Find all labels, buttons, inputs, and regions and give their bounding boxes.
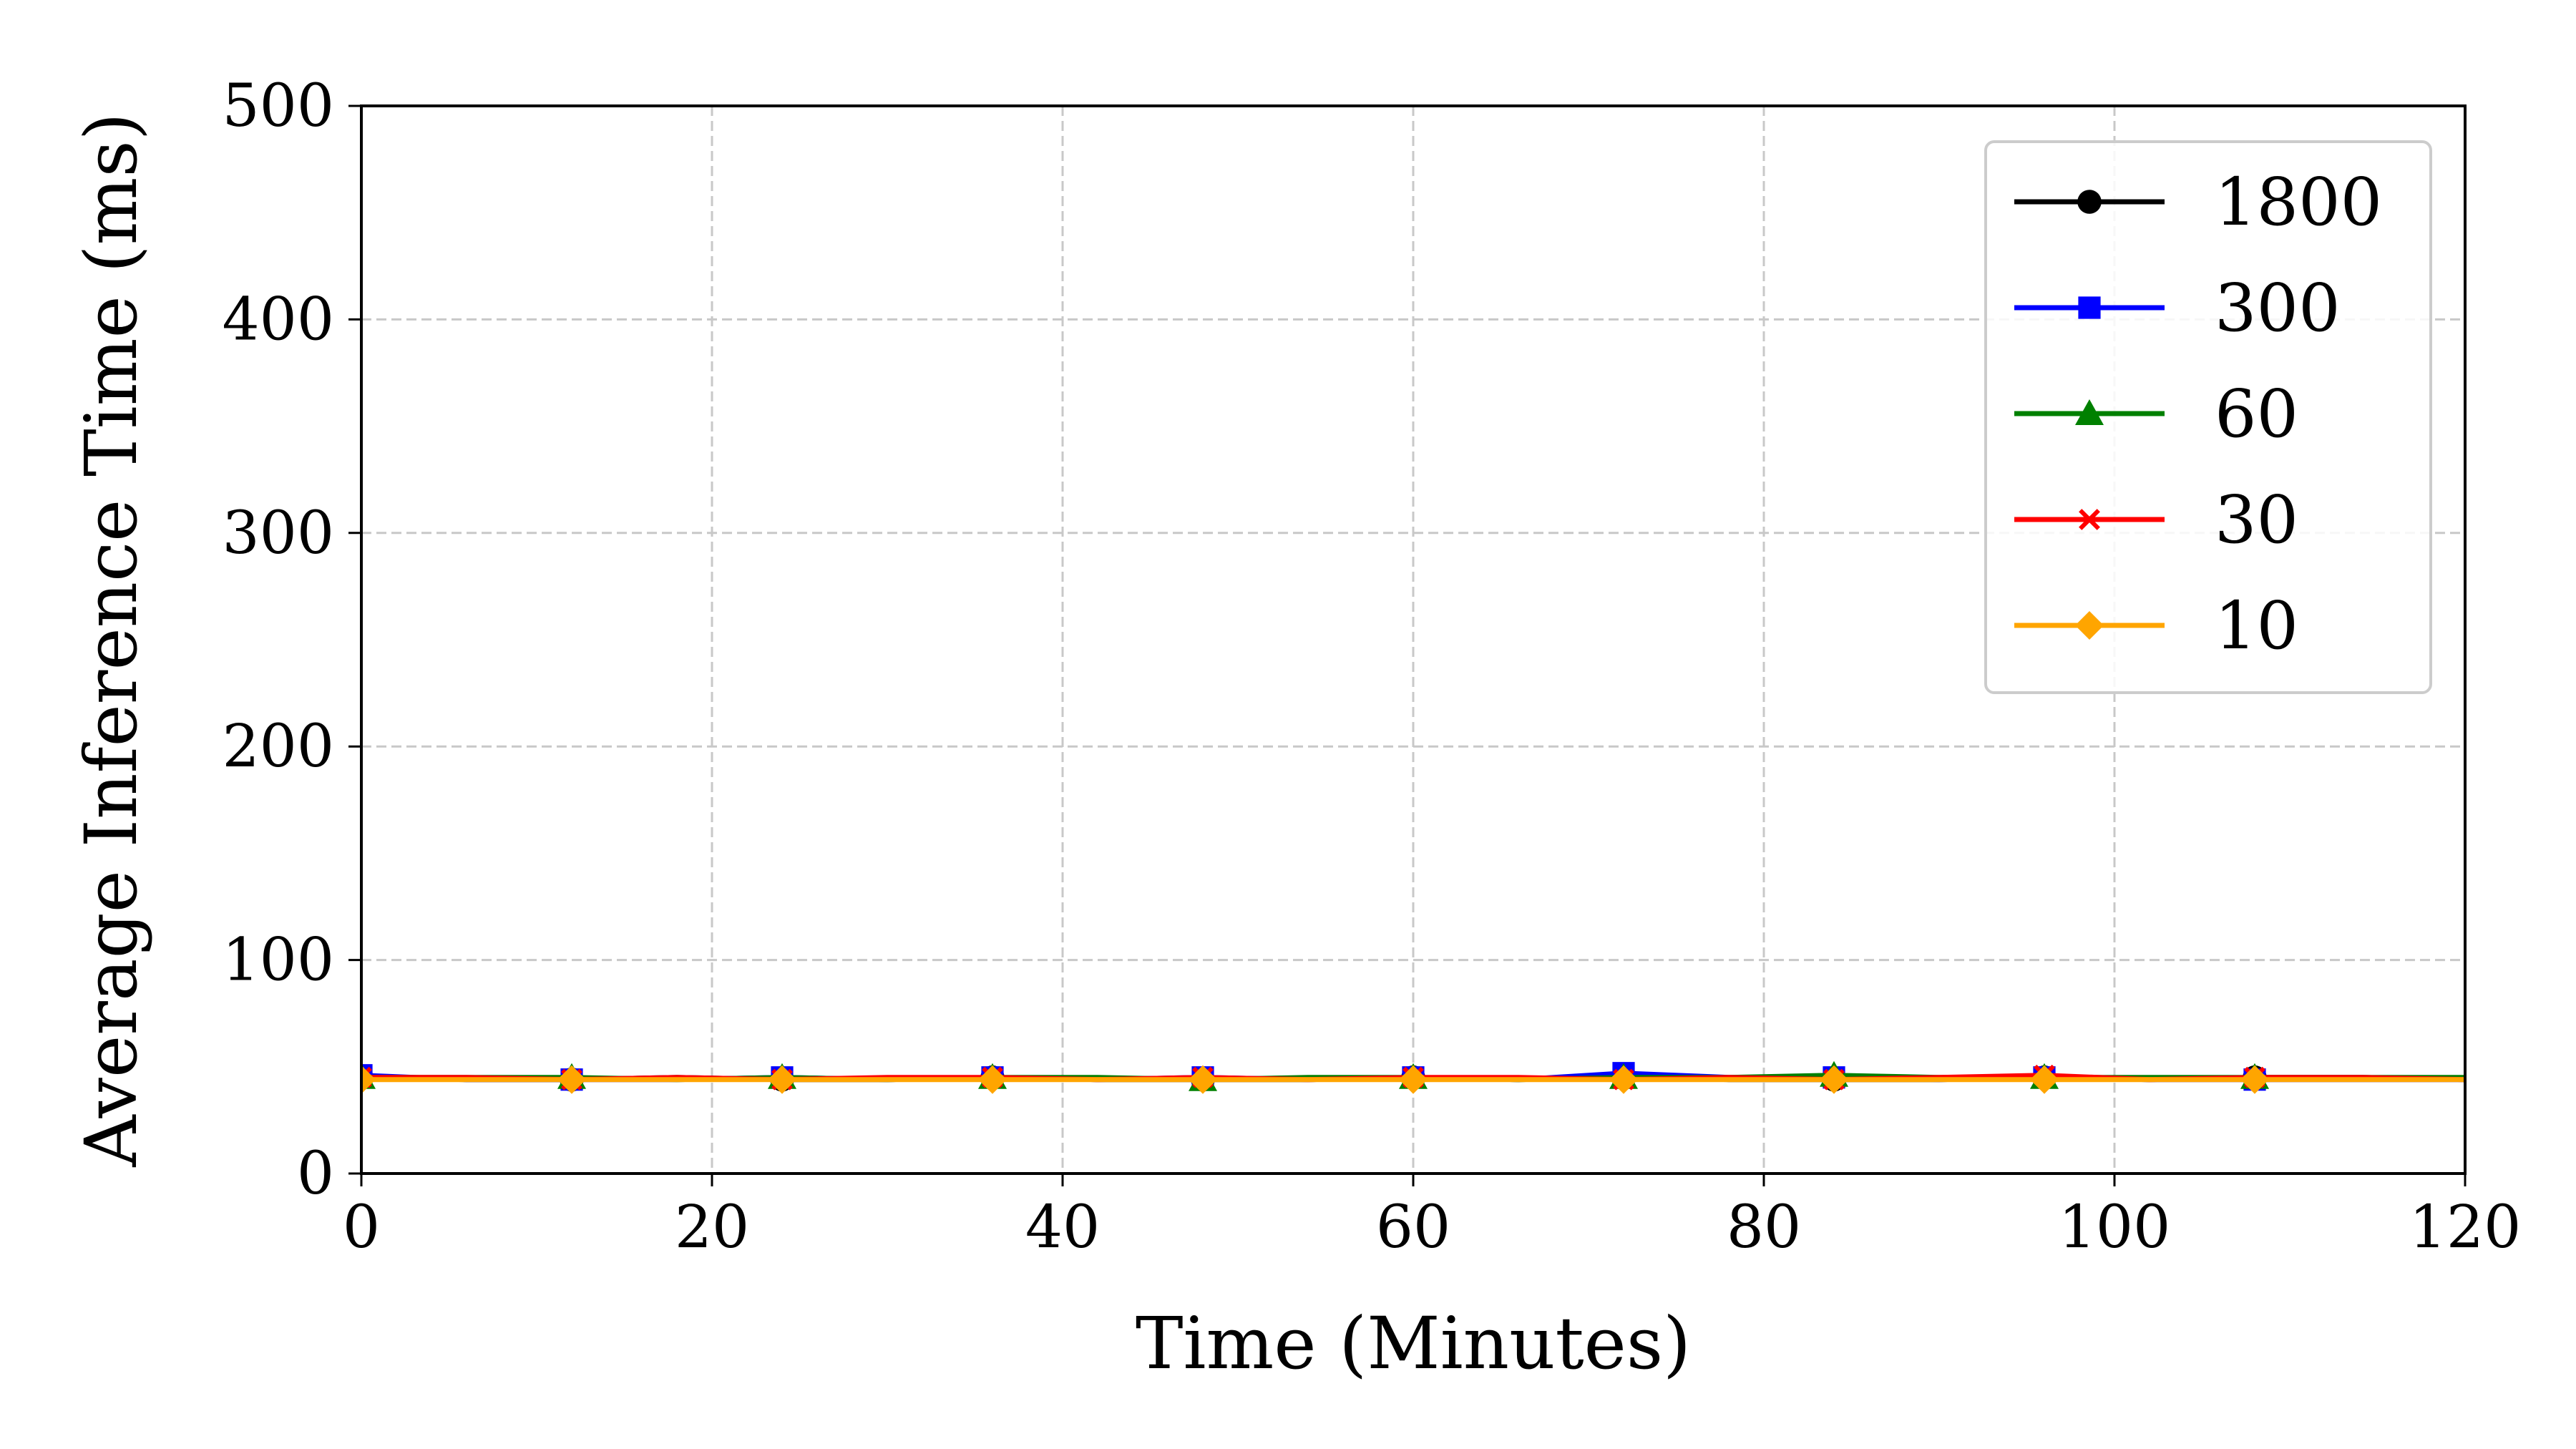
x-tick-label: 120 [2409,1194,2522,1262]
legend-label: 30 [2215,482,2298,558]
y-tick-label: 500 [222,72,334,140]
legend-item-1800: 1800 [2014,164,2382,240]
x-tick-label: 80 [1727,1194,1801,1262]
axis-ticks: 0 20 40 60 80 100 120 0 100 200 300 400 500 [222,72,2521,1262]
y-tick-label: 100 [222,927,334,995]
legend-item-30: 30 [2014,482,2298,558]
legend-label: 60 [2215,376,2298,452]
legend: 1800 300 60 30 10 [1984,140,2432,694]
series-10 [361,1065,2465,1094]
data-point-10 [978,1065,1007,1094]
data-point-10 [1189,1065,1217,1094]
legend-item-300: 300 [2014,270,2341,346]
legend-marker [2078,296,2101,319]
x-tick-label: 40 [1025,1194,1100,1262]
legend-label: 300 [2215,270,2341,346]
data-point-10 [1609,1065,1638,1094]
legend-label: 1800 [2215,164,2382,240]
data-point-10 [2240,1065,2269,1094]
data-point-10 [361,1065,376,1094]
y-axis-title: Average Inference Time (ms) [69,112,153,1167]
data-point-10 [2030,1065,2059,1094]
y-tick-label: 400 [222,286,334,353]
legend-marker [2075,611,2104,640]
y-tick-label: 300 [222,499,334,567]
legend-marker [2077,190,2102,214]
y-tick-label: 0 [297,1140,334,1208]
legend-marker [2079,509,2100,530]
x-tick-label: 100 [2059,1194,2171,1262]
y-tick-label: 200 [222,713,334,781]
data-point-10 [1399,1065,1428,1094]
x-tick-label: 60 [1376,1194,1450,1262]
legend-box [1984,140,2432,694]
x-axis-title: Time (Minutes) [1136,1302,1691,1385]
legend-label: 10 [2215,587,2298,664]
legend-marker [2075,399,2104,425]
x-tick-label: 0 [343,1194,380,1262]
legend-item-60: 60 [2014,376,2298,452]
x-tick-label: 20 [675,1194,749,1262]
legend-item-10: 10 [2014,587,2298,664]
data-point-10 [1820,1065,1848,1094]
data-point-10 [768,1065,796,1094]
series-layer [361,1060,2465,1094]
data-point-10 [557,1065,586,1094]
